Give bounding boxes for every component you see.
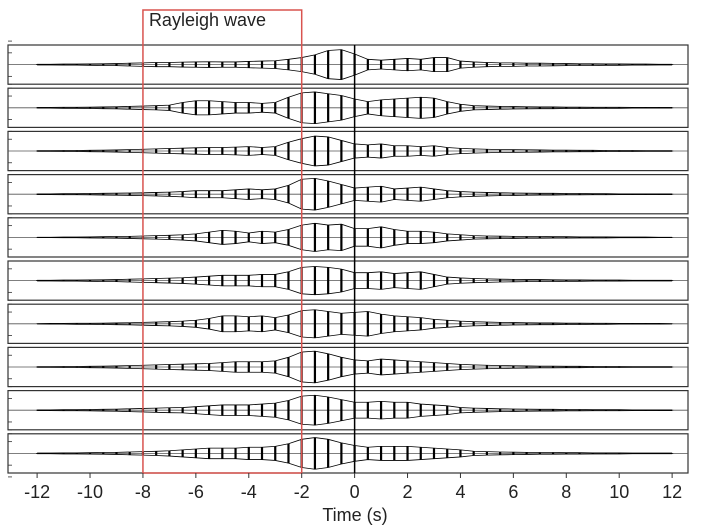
x-tick-label: 2	[403, 482, 413, 502]
x-tick-label: -6	[188, 482, 204, 502]
x-tick-label: 8	[561, 482, 571, 502]
annotation-box	[142, 9, 303, 474]
x-tick-label: -8	[135, 482, 151, 502]
x-tick-label: 12	[662, 482, 682, 502]
x-tick-label: 10	[609, 482, 629, 502]
x-tick-label: 6	[508, 482, 518, 502]
x-tick-label: 0	[350, 482, 360, 502]
x-tick-label: -10	[77, 482, 103, 502]
annotation-label: Rayleigh wave	[149, 10, 266, 30]
x-tick-label: 4	[455, 482, 465, 502]
x-tick-label: -4	[241, 482, 257, 502]
x-tick-label: -2	[294, 482, 310, 502]
x-axis-title: Time (s)	[322, 505, 387, 525]
x-tick-label: -12	[24, 482, 50, 502]
